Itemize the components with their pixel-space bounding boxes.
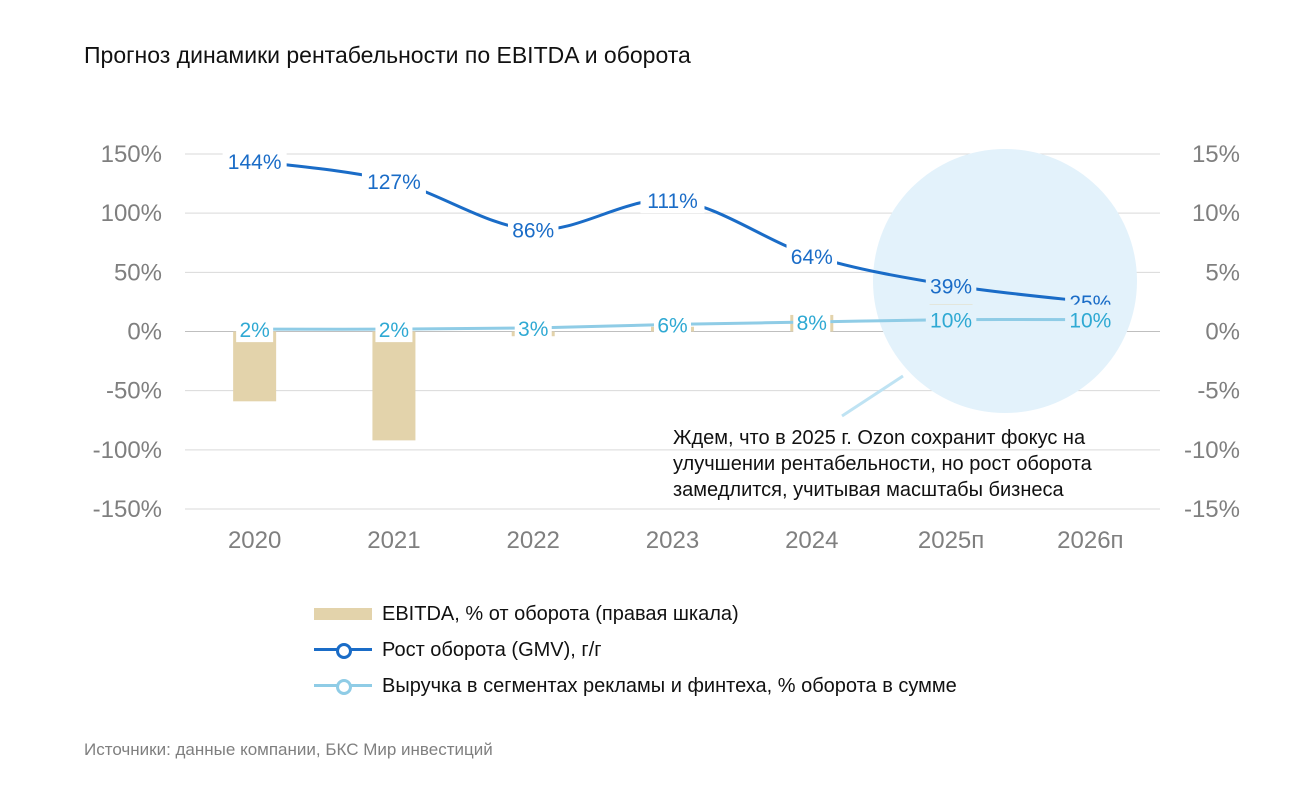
annotation-pointer: [841, 374, 904, 418]
left-axis-tick: -150%: [93, 496, 162, 523]
right-axis-tick: 15%: [1192, 141, 1240, 168]
left-axis-tick: 0%: [127, 319, 162, 346]
gmv-data-label: 144%: [228, 151, 282, 174]
gmv-data-label: 86%: [512, 220, 554, 243]
ads-fintech-data-label: 2%: [239, 319, 269, 342]
legend-item-ads-fintech: Выручка в сегментах рекламы и финтеха, %…: [314, 668, 957, 704]
legend-label: Выручка в сегментах рекламы и финтеха, %…: [382, 674, 957, 697]
x-axis-tick: 2026п: [1057, 527, 1123, 554]
x-axis-tick: 2022: [507, 527, 560, 554]
data-label-bg: [925, 270, 977, 299]
data-label-bg: [654, 309, 691, 338]
annotation-text: Ждем, что в 2025 г. Ozon сохранит фокус …: [673, 425, 1153, 503]
annotation-line: замедлится, учитывая масштабы бизнеса: [673, 479, 1064, 501]
data-label-bg: [786, 240, 838, 269]
legend-swatch-ads-fintech: [314, 678, 372, 695]
gmv-data-label: 39%: [930, 275, 972, 298]
data-label-bg: [375, 314, 413, 343]
data-label-bg: [361, 166, 426, 195]
gmv-data-label: 127%: [367, 171, 421, 194]
data-label-bg: [640, 185, 705, 214]
right-axis-tick: -15%: [1184, 496, 1240, 523]
data-label-bg: [925, 304, 977, 333]
data-label-bg: [507, 214, 559, 243]
legend-swatch-gmv: [314, 642, 372, 659]
data-label-bg: [514, 312, 552, 341]
source-note: Источники: данные компании, БКС Мир инве…: [84, 740, 493, 759]
axis-ticks: 150% 100% 50% 0% -50% -100% -150% 15% 10% 5% 0% -5%…: [93, 141, 1240, 554]
highlight-circle: [873, 149, 1137, 413]
ebitda-bar: [233, 331, 277, 402]
ads-fintech-data-label: 10%: [930, 310, 972, 333]
legend: EBITDA, % от оборота (правая шкала) Рост…: [314, 596, 957, 704]
ads-fintech-data-label: 8%: [797, 312, 827, 335]
x-axis-tick: 2021: [367, 527, 420, 554]
data-label-bg: [222, 146, 287, 175]
ads-fintech-data-label: 10%: [1069, 310, 1111, 333]
right-axis-tick: -10%: [1184, 437, 1240, 464]
x-axis-tick: 2024: [785, 527, 838, 554]
left-axis-tick: -100%: [93, 437, 162, 464]
ads-fintech-data-label: 2%: [379, 319, 409, 342]
right-axis-tick: 5%: [1205, 259, 1240, 286]
ads-fintech-data-label: 6%: [657, 314, 687, 337]
data-label-bg: [1065, 304, 1116, 333]
annotation-line: улучшении рентабельности, но рост оборот…: [673, 453, 1092, 475]
chart-title: Прогноз динамики рентабельности по EBITD…: [84, 42, 691, 68]
right-axis-tick: -5%: [1197, 378, 1240, 405]
ads-fintech-data-label: 3%: [518, 318, 548, 341]
legend-swatch-ebitda: [314, 608, 372, 620]
legend-label: EBITDA, % от оборота (правая шкала): [382, 602, 739, 625]
x-axis-tick: 2023: [646, 527, 699, 554]
data-labels: 144%127%86%111%64%39%25%2% 2% 3% 6% 8% 10% 10%: [222, 146, 1116, 343]
gmv-data-label: 111%: [647, 190, 698, 213]
gmv-data-label: 64%: [791, 246, 833, 269]
data-label-bg: [236, 314, 274, 343]
right-axis-tick: 10%: [1192, 200, 1240, 227]
x-axis-tick: 2025п: [918, 527, 984, 554]
annotation-line: Ждем, что в 2025 г. Ozon сохранит фокус …: [673, 427, 1086, 449]
left-axis-tick: 50%: [114, 259, 162, 286]
left-axis-tick: 100%: [101, 200, 162, 227]
grid-lines: [185, 153, 1160, 510]
legend-label: Рост оборота (GMV), г/г: [382, 638, 602, 661]
left-axis-tick: -50%: [106, 378, 162, 405]
ebitda-bar: [372, 331, 416, 441]
legend-item-ebitda: EBITDA, % от оборота (правая шкала): [314, 596, 957, 632]
x-axis-tick: 2020: [228, 527, 281, 554]
left-axis-tick: 150%: [101, 141, 162, 168]
data-label-bg: [793, 307, 831, 336]
legend-item-gmv: Рост оборота (GMV), г/г: [314, 632, 957, 668]
right-axis-tick: 0%: [1205, 319, 1240, 346]
highlight-area: [841, 149, 1137, 418]
